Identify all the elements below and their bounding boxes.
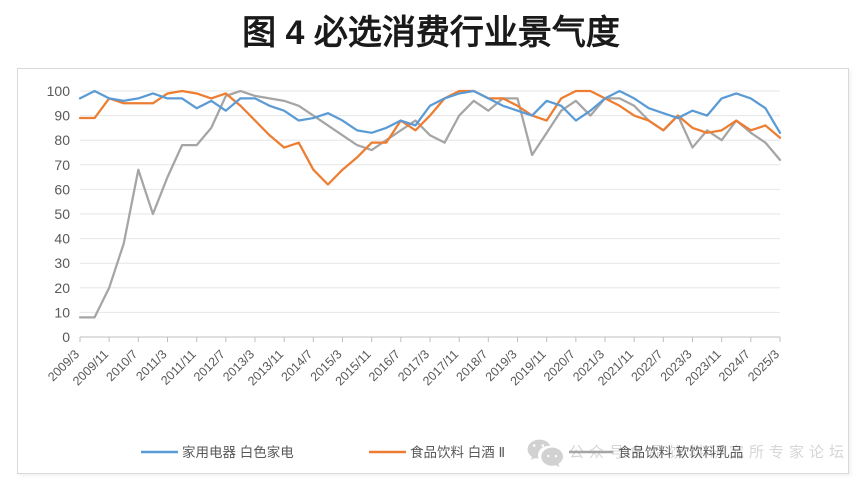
- svg-text:食品饮料 白酒 Ⅱ: 食品饮料 白酒 Ⅱ: [410, 444, 505, 460]
- svg-text:2025/3: 2025/3: [745, 347, 782, 384]
- svg-text:2024/7: 2024/7: [716, 347, 753, 384]
- svg-text:家用电器 白色家电: 家用电器 白色家电: [182, 444, 294, 460]
- svg-text:80: 80: [54, 132, 70, 148]
- svg-text:100: 100: [47, 83, 71, 99]
- svg-text:2016/7: 2016/7: [366, 347, 403, 384]
- svg-text:2020/7: 2020/7: [541, 347, 578, 384]
- svg-text:2012/7: 2012/7: [191, 347, 228, 384]
- svg-text:2022/7: 2022/7: [629, 347, 666, 384]
- svg-text:70: 70: [54, 157, 70, 173]
- svg-text:50: 50: [54, 206, 70, 222]
- svg-text:90: 90: [54, 108, 70, 124]
- svg-text:20: 20: [54, 280, 70, 296]
- svg-text:食品饮料 软饮料乳品: 食品饮料 软饮料乳品: [618, 444, 743, 460]
- svg-text:10: 10: [54, 304, 70, 320]
- svg-text:40: 40: [54, 231, 70, 247]
- svg-text:0: 0: [62, 329, 70, 345]
- svg-text:2010/7: 2010/7: [104, 347, 141, 384]
- svg-text:60: 60: [54, 181, 70, 197]
- svg-text:30: 30: [54, 255, 70, 271]
- svg-text:2014/7: 2014/7: [279, 347, 316, 384]
- svg-text:2018/7: 2018/7: [454, 347, 491, 384]
